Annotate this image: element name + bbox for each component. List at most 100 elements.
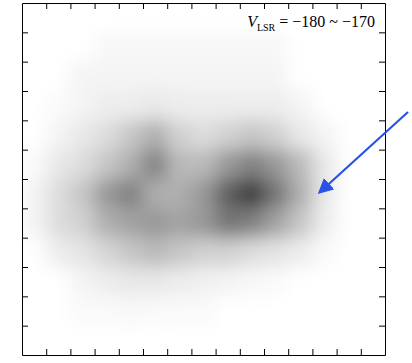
cell <box>264 179 289 209</box>
tick <box>337 3 338 9</box>
cell <box>143 296 168 326</box>
tick-mark <box>143 349 144 355</box>
tick <box>46 3 47 9</box>
tick <box>22 91 28 92</box>
cell <box>167 326 192 355</box>
tick-mark <box>22 326 28 327</box>
chart: VLSR = −180 ~ −170 <box>0 0 412 363</box>
cell <box>361 62 385 92</box>
tick-mark <box>119 349 120 355</box>
cell <box>22 91 47 121</box>
tick <box>379 62 385 63</box>
cell <box>95 179 120 209</box>
cell <box>46 208 71 238</box>
tick-mark <box>379 267 385 268</box>
tick <box>288 3 289 9</box>
cell <box>191 62 216 92</box>
cell <box>22 296 47 326</box>
tick <box>379 32 385 33</box>
cell <box>95 150 120 180</box>
tick-mark <box>70 3 71 9</box>
tick <box>22 267 28 268</box>
tick-mark <box>288 3 289 9</box>
cell <box>240 296 265 326</box>
tick-mark <box>22 238 28 239</box>
cell <box>22 326 47 355</box>
cell <box>119 208 144 238</box>
cell <box>264 150 289 180</box>
cell <box>288 32 313 62</box>
cell <box>22 32 47 62</box>
cell <box>143 267 168 297</box>
tick <box>240 3 241 9</box>
cell <box>288 179 313 209</box>
tick-mark <box>379 32 385 33</box>
tick-mark <box>22 62 28 63</box>
cell <box>119 326 144 355</box>
tick-mark <box>22 208 28 209</box>
tick <box>379 238 385 239</box>
cell <box>70 91 95 121</box>
cell <box>167 32 192 62</box>
cell <box>288 120 313 150</box>
cell <box>361 91 385 121</box>
cell <box>167 296 192 326</box>
cell <box>95 267 120 297</box>
cell <box>119 3 144 33</box>
cell <box>119 238 144 268</box>
cell <box>337 91 362 121</box>
cell <box>288 267 313 297</box>
cell <box>288 62 313 92</box>
cell <box>70 326 95 355</box>
tick-mark <box>240 3 241 9</box>
cells-clip <box>22 3 385 355</box>
cell <box>240 150 265 180</box>
cell <box>361 208 385 238</box>
tick <box>337 349 338 355</box>
cell <box>312 120 337 150</box>
tick <box>379 267 385 268</box>
cell <box>312 296 337 326</box>
cell <box>216 120 241 150</box>
cell <box>143 120 168 150</box>
cell <box>70 3 95 33</box>
tick-mark <box>379 326 385 327</box>
cell <box>288 296 313 326</box>
tick <box>95 349 96 355</box>
cell <box>119 179 144 209</box>
cell <box>240 120 265 150</box>
tick-mark <box>379 208 385 209</box>
tick-mark <box>337 349 338 355</box>
cell <box>264 32 289 62</box>
cell <box>337 62 362 92</box>
cell <box>46 150 71 180</box>
cell <box>46 120 71 150</box>
cell <box>264 238 289 268</box>
cell <box>216 179 241 209</box>
tick-mark <box>22 150 28 151</box>
cell <box>22 208 47 238</box>
cell <box>216 150 241 180</box>
tick <box>143 3 144 9</box>
cell <box>22 238 47 268</box>
tick <box>288 349 289 355</box>
title-subscript: LSR <box>257 22 276 33</box>
cell <box>191 150 216 180</box>
plot: VLSR = −180 ~ −170 <box>22 3 386 356</box>
cell <box>216 296 241 326</box>
cell <box>240 267 265 297</box>
cell <box>70 208 95 238</box>
cell <box>191 32 216 62</box>
cell <box>167 62 192 92</box>
tick <box>119 3 120 9</box>
cell <box>119 267 144 297</box>
tick <box>379 91 385 92</box>
cell <box>167 91 192 121</box>
cell <box>337 120 362 150</box>
cell <box>361 32 385 62</box>
cell <box>143 3 168 33</box>
tick-mark <box>264 3 265 9</box>
cell <box>337 238 362 268</box>
cell <box>191 179 216 209</box>
cell <box>167 179 192 209</box>
